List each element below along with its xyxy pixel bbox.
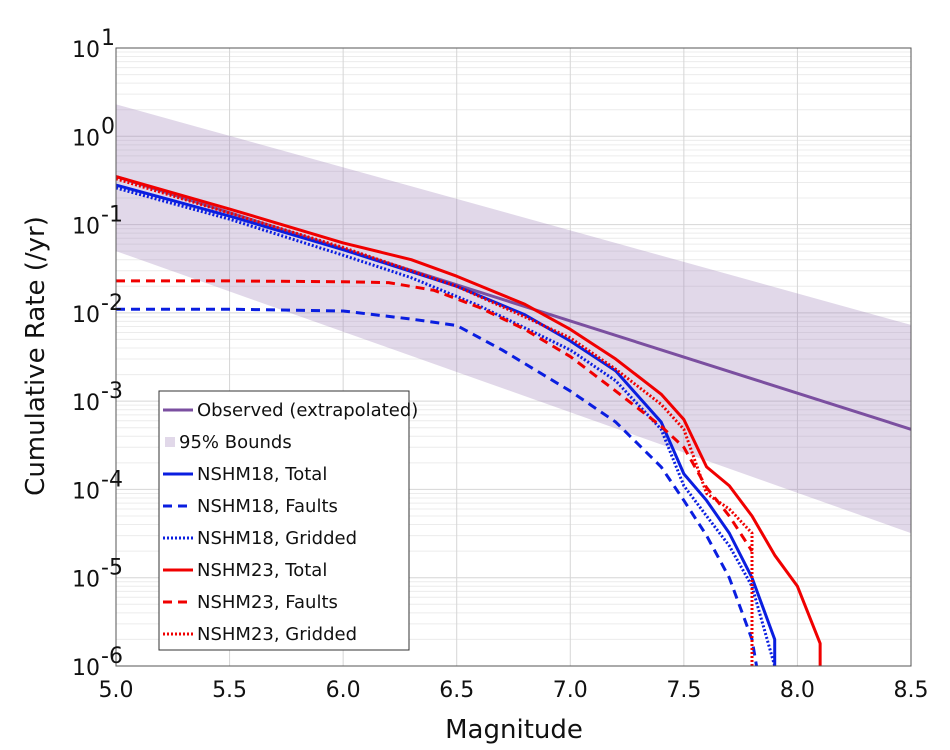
y-tick-base: 10 (72, 656, 100, 681)
plot-frame (115, 47, 912, 667)
plot-area (116, 104, 911, 666)
series-line-2 (116, 183, 777, 666)
legend-label: 95% Bounds (179, 432, 292, 453)
series-line-3 (116, 307, 759, 666)
y-tick-exponent: -3 (101, 379, 123, 404)
legend-label: NSHM18, Faults (197, 496, 338, 517)
y-tick-label: 10 1 (72, 26, 115, 63)
x-tick-label: 7.0 (553, 678, 588, 703)
y-tick-exponent: -1 (101, 203, 123, 228)
legend-box (158, 390, 410, 651)
x-tick-label: 8.5 (894, 678, 929, 703)
legend-label: NSHM23, Total (197, 560, 327, 581)
y-tick-base: 10 (72, 391, 100, 416)
x-tick-label: 6.5 (439, 678, 474, 703)
confidence-band (116, 104, 911, 534)
x-tick-label: 5.0 (99, 678, 134, 703)
legend-label: NSHM18, Total (197, 464, 327, 485)
y-tick-base: 10 (72, 126, 100, 151)
y-tick-label: 10 -1 (72, 203, 123, 240)
series-line-4 (116, 186, 777, 666)
x-tick-label: 7.5 (666, 678, 701, 703)
legend-label: NSHM23, Gridded (197, 624, 357, 645)
series-line-1 (116, 175, 911, 431)
y-tick-exponent: -4 (101, 467, 123, 492)
legend-label: NSHM23, Faults (197, 592, 338, 613)
y-tick-base: 10 (72, 479, 100, 504)
x-axis-ticks: 5.0 5.5 6.0 6.5 7.0 7.5 8.0 8.5 (99, 678, 929, 703)
y-tick-base: 10 (72, 215, 100, 240)
legend-swatch (165, 437, 175, 447)
y-axis-title: Cumulative Rate (/yr) (21, 216, 51, 496)
legend: Observed (extrapolated) 95% Bounds NSHM18,… (158, 390, 418, 651)
y-tick-label: 10 -2 (72, 291, 123, 328)
y-tick-exponent: -6 (101, 644, 123, 669)
y-tick-base: 10 (72, 38, 100, 63)
y-tick-label: 10 -3 (72, 379, 123, 416)
x-tick-label: 6.0 (326, 678, 361, 703)
y-tick-base: 10 (72, 303, 100, 328)
legend-label: NSHM18, Gridded (197, 528, 357, 549)
y-tick-label: 10 0 (72, 114, 115, 151)
y-tick-exponent: -2 (101, 291, 123, 316)
series-line-7 (116, 177, 754, 666)
y-tick-label: 10 -5 (72, 556, 123, 593)
y-tick-exponent: 1 (101, 26, 115, 51)
y-tick-exponent: -5 (101, 556, 123, 581)
legend-label: Observed (extrapolated) (197, 400, 418, 421)
y-tick-base: 10 (72, 568, 100, 593)
x-tick-label: 8.0 (780, 678, 815, 703)
series-line-5 (116, 175, 822, 666)
x-tick-label: 5.5 (212, 678, 247, 703)
y-tick-label: 10 -4 (72, 467, 123, 504)
y-tick-exponent: 0 (101, 114, 115, 139)
y-tick-label: 10 -6 (72, 644, 123, 681)
x-axis-title: Magnitude (445, 715, 583, 745)
